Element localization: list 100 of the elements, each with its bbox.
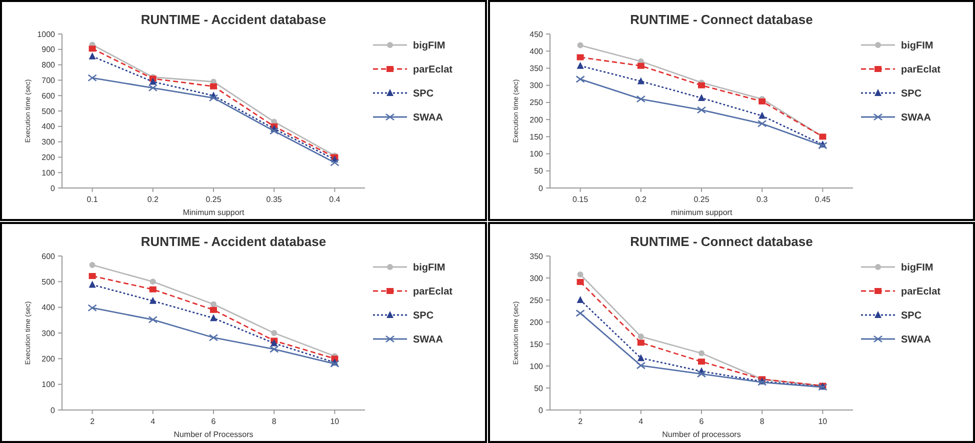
point	[696, 370, 706, 378]
x-axis-title: minimum support	[670, 208, 733, 217]
x-axis-title: Number of Processors	[174, 430, 254, 439]
point	[149, 78, 156, 85]
y-tick-label: 400	[42, 122, 56, 132]
y-tick-label: 600	[42, 252, 56, 261]
point	[576, 296, 584, 303]
y-tick-label: 400	[42, 303, 56, 312]
legend-label: SPC	[901, 88, 922, 100]
legend-label: SWAA	[901, 334, 931, 346]
y-tick-label: 500	[42, 106, 56, 116]
point	[89, 262, 96, 268]
y-tick-label: 0	[538, 184, 544, 193]
legend-label: SPC	[901, 310, 922, 322]
point	[696, 106, 706, 114]
x-tick-label: 4	[638, 417, 644, 426]
x-axis-title: Minimum support	[182, 208, 245, 217]
legend-label: SWAA	[413, 334, 443, 346]
point	[576, 278, 584, 285]
legend-label: bigFIM	[901, 262, 934, 274]
x-tick-label: 0.15	[572, 195, 589, 204]
y-tick-label: 250	[530, 98, 544, 108]
y-tick-label: 0	[50, 406, 56, 415]
point	[208, 94, 218, 102]
point	[269, 346, 279, 353]
x-tick-label: 0.2	[147, 195, 160, 204]
y-tick-label: 0	[538, 406, 544, 415]
point	[637, 340, 644, 346]
legend-label: SPC	[413, 310, 434, 322]
point	[210, 314, 217, 322]
x-tick-label: 0.2	[635, 195, 648, 204]
point	[637, 354, 644, 362]
legend-label: bigFIM	[413, 262, 446, 274]
point	[758, 112, 766, 119]
x-tick-label: 2	[578, 417, 584, 426]
y-tick-label: 100	[42, 380, 56, 390]
x-tick-label: 0.25	[694, 195, 710, 204]
point	[638, 334, 644, 340]
legend-label: bigFIM	[413, 40, 446, 52]
point	[698, 358, 705, 365]
point	[269, 127, 279, 135]
point	[210, 83, 217, 90]
legend-label: bigFIM	[901, 40, 934, 52]
point	[88, 304, 97, 312]
point	[148, 316, 158, 324]
y-tick-label: 300	[530, 81, 544, 90]
legend-label: SWAA	[901, 112, 931, 124]
chart-title: RUNTIME - Connect database	[630, 12, 813, 27]
y-tick-label: 200	[530, 318, 544, 327]
y-tick-label: 100	[42, 168, 56, 178]
y-tick-label: 100	[530, 150, 544, 159]
y-tick-label: 450	[530, 30, 544, 39]
point	[757, 120, 767, 128]
point	[149, 286, 156, 292]
point	[698, 94, 705, 101]
x-tick-label: 0.25	[206, 195, 222, 204]
legend-label: SPC	[413, 88, 434, 100]
point	[637, 62, 644, 69]
point	[330, 158, 340, 166]
point	[208, 334, 218, 342]
point	[210, 301, 216, 308]
legend-label: SWAA	[413, 112, 443, 124]
point	[88, 273, 96, 280]
x-tick-label: 10	[818, 417, 828, 426]
point	[637, 77, 644, 84]
x-tick-label: 0.45	[814, 195, 832, 204]
point	[576, 62, 584, 69]
y-tick-label: 500	[42, 277, 56, 286]
point	[577, 42, 584, 48]
y-tick-label: 50	[534, 166, 544, 176]
point	[271, 330, 278, 336]
x-tick-label: 0.3	[756, 195, 768, 204]
chart-title: RUNTIME - Accident database	[140, 234, 326, 249]
x-tick-label: 0.4	[329, 195, 341, 204]
y-tick-label: 300	[42, 328, 56, 338]
y-tick-label: 300	[530, 274, 544, 283]
point	[88, 74, 97, 82]
point	[698, 82, 705, 88]
point	[88, 52, 96, 60]
legend-label: parEclat	[413, 286, 454, 298]
point	[576, 54, 584, 60]
y-tick-label: 600	[42, 91, 56, 100]
point	[210, 306, 217, 313]
point	[576, 310, 585, 317]
y-tick-label: 800	[42, 60, 56, 70]
legend-label: parEclat	[901, 286, 942, 298]
point	[636, 362, 646, 370]
y-tick-label: 50	[534, 384, 544, 393]
x-tick-label: 8	[272, 417, 277, 426]
x-axis-title: Number of processors	[662, 430, 741, 439]
y-tick-label: 300	[42, 138, 56, 147]
y-tick-label: 150	[530, 132, 544, 142]
point	[270, 339, 278, 346]
y-tick-label: 250	[530, 296, 544, 305]
chart-title: RUNTIME - Accident database	[140, 12, 326, 27]
y-tick-label: 350	[530, 64, 544, 74]
y-tick-label: 700	[42, 76, 56, 85]
point	[150, 278, 156, 285]
point	[698, 350, 704, 356]
y-tick-label: 0	[50, 184, 56, 193]
